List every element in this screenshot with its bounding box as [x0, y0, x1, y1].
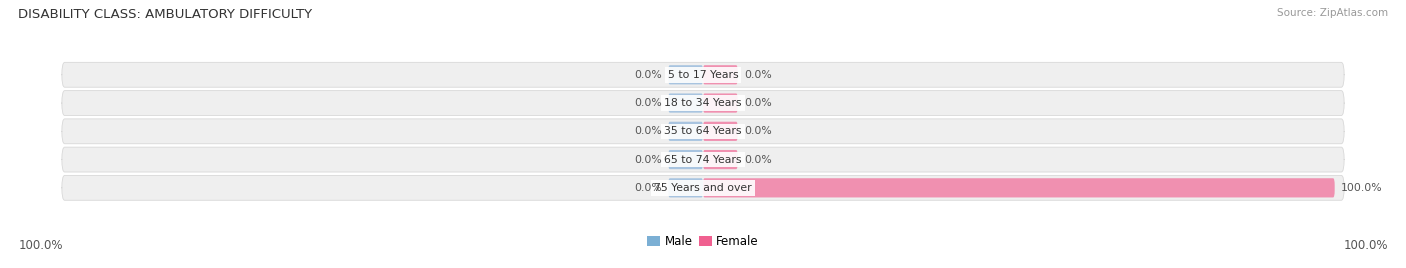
Text: 65 to 74 Years: 65 to 74 Years [664, 155, 742, 165]
Text: DISABILITY CLASS: AMBULATORY DIFFICULTY: DISABILITY CLASS: AMBULATORY DIFFICULTY [18, 8, 312, 21]
FancyBboxPatch shape [703, 122, 738, 141]
Text: 0.0%: 0.0% [744, 126, 772, 136]
FancyBboxPatch shape [668, 94, 703, 113]
Text: 5 to 17 Years: 5 to 17 Years [668, 70, 738, 80]
Text: 0.0%: 0.0% [744, 70, 772, 80]
FancyBboxPatch shape [703, 65, 738, 84]
Text: 0.0%: 0.0% [634, 70, 662, 80]
Text: 0.0%: 0.0% [744, 155, 772, 165]
FancyBboxPatch shape [703, 150, 738, 169]
Text: 0.0%: 0.0% [634, 126, 662, 136]
Text: 0.0%: 0.0% [634, 183, 662, 193]
FancyBboxPatch shape [668, 65, 703, 84]
Legend: Male, Female: Male, Female [643, 230, 763, 253]
FancyBboxPatch shape [62, 147, 1344, 172]
FancyBboxPatch shape [668, 178, 703, 198]
Text: 100.0%: 100.0% [1341, 183, 1382, 193]
Text: 75 Years and over: 75 Years and over [654, 183, 752, 193]
Text: 0.0%: 0.0% [634, 98, 662, 108]
Text: 0.0%: 0.0% [744, 98, 772, 108]
Text: 35 to 64 Years: 35 to 64 Years [664, 126, 742, 136]
Text: 0.0%: 0.0% [634, 155, 662, 165]
Text: 100.0%: 100.0% [18, 239, 63, 252]
FancyBboxPatch shape [62, 91, 1344, 116]
Text: 18 to 34 Years: 18 to 34 Years [664, 98, 742, 108]
Text: Source: ZipAtlas.com: Source: ZipAtlas.com [1277, 8, 1388, 18]
FancyBboxPatch shape [62, 176, 1344, 200]
FancyBboxPatch shape [62, 119, 1344, 144]
FancyBboxPatch shape [668, 150, 703, 169]
FancyBboxPatch shape [668, 122, 703, 141]
FancyBboxPatch shape [62, 62, 1344, 87]
FancyBboxPatch shape [703, 178, 1334, 198]
Text: 100.0%: 100.0% [1343, 239, 1388, 252]
FancyBboxPatch shape [703, 94, 738, 113]
